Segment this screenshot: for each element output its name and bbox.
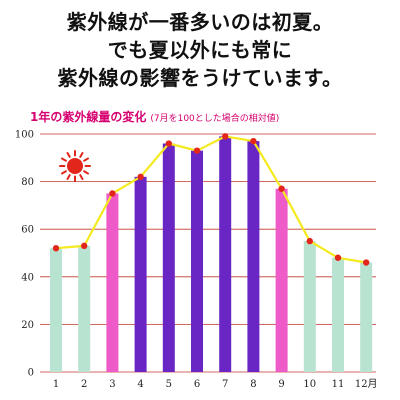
x-tick-label: 9 — [278, 379, 284, 390]
bar-month-5 — [162, 143, 175, 372]
sun-ray — [66, 174, 71, 180]
y-tick-label: 0 — [28, 368, 34, 379]
chart-title-text: 1年の紫外線量の変化 — [30, 110, 147, 124]
bar-month-11 — [332, 257, 344, 372]
point-layer — [52, 133, 370, 266]
bar-month-8 — [247, 141, 260, 372]
x-tick-label: 10 — [303, 379, 316, 390]
sun-icon — [59, 150, 91, 182]
headline-line-2: でも夏以外にも常に — [107, 38, 293, 62]
headline-line-3: 紫外線の影響をうけています。 — [57, 66, 343, 90]
headline: 紫外線が一番多いのは初夏。 でも夏以外にも常に 紫外線の影響をうけています。 — [0, 8, 400, 92]
chart-title: 1年の紫外線量の変化 (7月を100とした場合の相対値) — [30, 108, 279, 125]
x-tick-label: 5 — [166, 379, 172, 390]
y-tick-label: 60 — [21, 225, 34, 236]
data-point — [137, 173, 144, 181]
y-tick-label: 40 — [21, 272, 34, 283]
bar-month-7 — [219, 136, 232, 372]
data-point — [109, 190, 116, 197]
grid-layer — [40, 133, 376, 373]
data-point — [222, 133, 229, 140]
bar-month-9 — [275, 188, 288, 372]
x-tick-label: 1 — [53, 379, 59, 390]
y-tick-label: 80 — [21, 177, 34, 188]
bar-month-3 — [106, 193, 119, 372]
sun-ray — [83, 170, 89, 175]
data-point — [193, 147, 201, 154]
y-tick-label: 20 — [21, 320, 34, 331]
data-point — [250, 137, 257, 145]
sun-disc — [67, 158, 83, 174]
axis-layer: 0 20 40 60 80 100 1 2 3 4 5 6 7 8 9 10 11 12月 — [15, 130, 378, 391]
bar-month-12 — [360, 262, 373, 372]
x-tick-label: 6 — [194, 379, 200, 390]
x-tick-label: 8 — [250, 379, 256, 390]
bar-month-10 — [303, 241, 316, 372]
y-tick-label: 100 — [15, 130, 34, 141]
x-tick-label: 3 — [109, 379, 115, 390]
data-point — [81, 242, 88, 250]
sun-ray — [66, 152, 71, 158]
sun-ray — [79, 174, 84, 180]
bar-month-6 — [191, 150, 203, 372]
chart-note: (7月を100とした場合の相対値) — [150, 114, 280, 124]
x-tick-label: 11 — [332, 379, 345, 390]
data-point — [165, 140, 172, 147]
bar-layer — [50, 136, 373, 372]
bar-month-4 — [134, 176, 147, 372]
x-tick-label: 12月 — [355, 378, 378, 390]
sun-ray — [83, 157, 89, 162]
x-tick-label: 4 — [137, 379, 143, 390]
x-tick-label: 7 — [222, 379, 228, 390]
data-point — [278, 185, 285, 192]
bar-month-2 — [78, 245, 91, 372]
sun-ray — [61, 170, 67, 175]
data-point — [363, 259, 370, 266]
line-layer — [55, 135, 367, 264]
data-point — [52, 245, 60, 252]
headline-line-1: 紫外線が一番多いのは初夏。 — [66, 10, 334, 34]
bar-month-1 — [50, 248, 62, 372]
sun-ray — [61, 157, 67, 162]
x-tick-label: 2 — [81, 379, 87, 390]
data-point — [334, 254, 342, 261]
trend-line — [55, 135, 367, 264]
sun-ray — [79, 152, 84, 158]
data-point — [306, 237, 313, 245]
